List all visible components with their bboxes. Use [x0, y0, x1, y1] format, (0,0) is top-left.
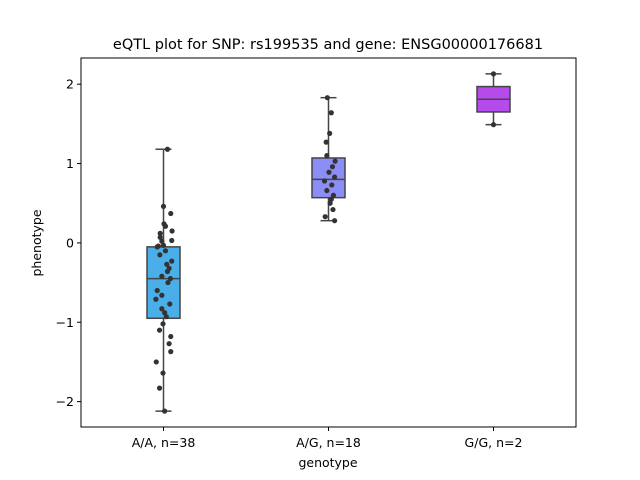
data-point: [169, 237, 175, 244]
y-tick-label: 0: [66, 235, 74, 250]
data-point: [156, 327, 163, 333]
data-point: [162, 223, 169, 229]
data-point: [168, 349, 174, 355]
y-tick-label: 1: [66, 156, 74, 171]
data-point: [323, 139, 329, 145]
data-point: [160, 242, 167, 248]
data-point: [332, 174, 338, 180]
data-point: [328, 196, 334, 202]
data-point: [330, 206, 336, 213]
x-tick-label: G/G, n=2: [465, 435, 523, 450]
data-point: [154, 244, 160, 250]
data-point: [167, 276, 174, 282]
data-point: [327, 200, 333, 206]
data-point: [332, 158, 338, 164]
box-iqr: [146, 246, 181, 320]
data-point: [160, 370, 166, 376]
data-point: [156, 385, 163, 391]
data-point: [164, 261, 170, 267]
data-point: [169, 228, 175, 234]
data-point: [329, 182, 335, 188]
data-point: [330, 192, 337, 198]
data-point: [332, 218, 338, 224]
data-point: [157, 252, 163, 258]
box-series: [146, 73, 511, 412]
data-point: [327, 130, 333, 136]
data-point: [168, 333, 174, 340]
data-point: [164, 268, 171, 275]
data-point: [153, 296, 159, 302]
y-tick-label: 2: [66, 77, 74, 92]
data-point: [321, 178, 328, 184]
data-point: [166, 341, 172, 347]
data-point: [157, 234, 163, 240]
data-point: [162, 248, 169, 254]
data-point: [164, 146, 171, 152]
data-point: [165, 279, 171, 286]
strip-points: [153, 71, 497, 414]
data-point: [328, 110, 334, 116]
x-tick-label: A/G, n=18: [296, 435, 361, 450]
data-point: [168, 210, 174, 217]
x-axis-label: genotype: [298, 455, 357, 470]
box-1: [146, 148, 181, 412]
data-point: [324, 95, 330, 101]
data-point: [163, 314, 169, 320]
data-point: [169, 258, 175, 264]
data-point: [324, 153, 330, 159]
box-3: [476, 73, 511, 126]
data-point: [162, 310, 168, 316]
y-tick-label: −1: [56, 315, 74, 330]
data-point: [159, 306, 165, 312]
data-point: [322, 214, 328, 220]
data-point: [329, 164, 336, 170]
data-point: [324, 187, 330, 194]
data-point: [167, 301, 173, 307]
data-point: [490, 122, 497, 128]
y-tick-label: −2: [56, 394, 74, 409]
data-point: [159, 292, 165, 298]
data-point: [162, 408, 168, 414]
x-tick-label: A/A, n=38: [132, 435, 196, 450]
data-point: [153, 359, 159, 365]
data-point: [490, 71, 497, 77]
data-point: [326, 169, 332, 175]
data-point: [159, 238, 165, 244]
data-point: [154, 287, 160, 294]
chart-title: eQTL plot for SNP: rs199535 and gene: EN…: [113, 37, 543, 53]
data-point: [160, 321, 166, 327]
y-axis-label: phenotype: [29, 209, 44, 276]
data-point: [160, 203, 167, 209]
data-point: [159, 273, 165, 279]
y-axis: −2 −1 0 1 2: [56, 77, 81, 409]
data-point: [157, 230, 163, 236]
x-axis: A/A, n=38 A/G, n=18 G/G, n=2: [132, 427, 523, 450]
